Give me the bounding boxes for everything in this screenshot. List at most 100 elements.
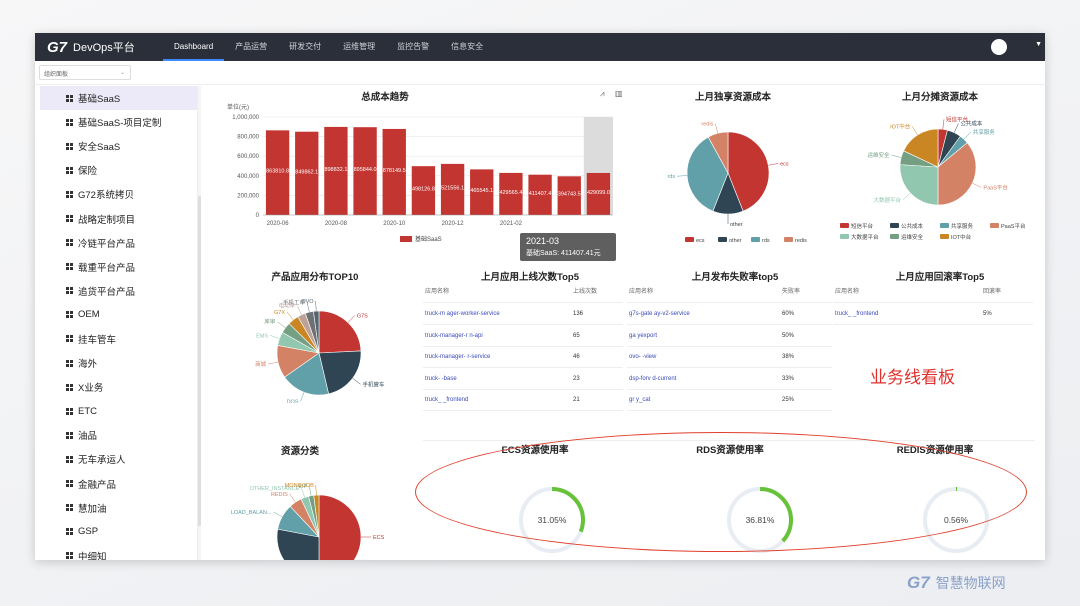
slice-label: IOT中台 <box>890 122 911 130</box>
legend-swatch <box>890 223 899 228</box>
sidebar-item[interactable]: GSP <box>40 520 197 544</box>
x-tick-label: 2020-10 <box>383 221 406 227</box>
sidebar-item[interactable]: 金融产品 <box>40 472 197 496</box>
sidebar-item[interactable]: OEM <box>40 303 197 327</box>
bar-data-label: 429099.0 <box>587 190 610 196</box>
sidebar-item[interactable]: 冷链平台产品 <box>40 231 197 255</box>
shared-cost-title: 上月分摊资源成本 <box>901 92 978 103</box>
cost-trend-chart: 单位(元) 0 200,000 400,000 600,000 800,000 1,000,… <box>227 103 613 227</box>
sidebar-item[interactable]: 战略定制项目 <box>40 206 197 230</box>
sidebar-item[interactable]: 油品 <box>40 423 197 447</box>
sidebar-item-label: 基础SaaS-项目定制 <box>78 118 162 130</box>
grid-icon <box>66 407 73 415</box>
nav-info-security[interactable]: 信息安全 <box>451 42 484 51</box>
app-name-link[interactable]: ovo- -view <box>629 354 657 360</box>
scrollbar-thumb[interactable] <box>198 196 201 526</box>
sidebar-item[interactable]: G72系统拷贝 <box>40 182 197 206</box>
sidebar-item[interactable]: 挂车管车 <box>40 327 197 351</box>
label-leader <box>270 335 280 339</box>
sidebar-item[interactable]: 追货平台产品 <box>40 279 197 303</box>
bar-data-label: 465545.1 <box>470 188 493 194</box>
sidebar-item[interactable]: X业务 <box>40 375 197 399</box>
sidebar-item-label: 无车承运人 <box>78 455 126 467</box>
chevron-down-icon[interactable]: ▼ <box>1035 41 1042 48</box>
app-name-link[interactable]: dsp-forv d-current <box>629 375 677 382</box>
table-row[interactable]: gr y_cat 25% <box>627 389 832 411</box>
sidebar-item[interactable]: ETC <box>40 399 197 423</box>
sidebar-item[interactable]: 无车承运人 <box>40 447 197 471</box>
sidebar-item[interactable]: 慧加油 <box>40 496 197 520</box>
app-name-link[interactable]: truck_ _frontend <box>425 397 469 403</box>
org-select[interactable]: 组织面板 ⌄ <box>39 65 131 80</box>
nav-dev-delivery[interactable]: 研发交付 <box>289 42 322 51</box>
sidebar-item[interactable]: 安全SaaS <box>40 134 197 158</box>
grid-icon <box>66 215 73 223</box>
label-leader <box>912 126 918 136</box>
legend-swatch <box>751 237 760 242</box>
app-name-link[interactable]: truck_ _frontend <box>835 311 879 317</box>
nav-monitor-alert[interactable]: 监控告警 <box>397 42 430 51</box>
pie-slice <box>903 128 939 168</box>
bar-data-label: 849862.1 <box>295 169 318 175</box>
legend-swatch <box>990 223 999 228</box>
table-row[interactable]: truck-manager-r n-api 65 <box>423 325 623 347</box>
label-leader <box>268 361 279 365</box>
app-name-link[interactable]: ga yexport <box>629 332 658 339</box>
table-row[interactable]: ga yexport 50% <box>627 325 832 347</box>
app-logo[interactable]: G7 DevOps平台 <box>35 39 163 56</box>
sidebar-item[interactable]: 基础SaaS-项目定制 <box>40 110 197 134</box>
app-name-link[interactable]: truck-manager- r-service <box>425 354 491 360</box>
table-row[interactable]: dsp-forv d-current 33% <box>627 368 832 390</box>
app-name-link[interactable]: g7s-gate ay-v2-service <box>629 311 690 317</box>
table-row[interactable]: truck-m ager-worker-service 136 <box>423 303 623 325</box>
cost-trend-legend[interactable]: 基础SaaS <box>400 234 442 243</box>
slice-label: EMS <box>256 333 268 339</box>
table-cell: 33% <box>782 375 795 382</box>
nav-product-ops[interactable]: 产品运营 <box>235 42 268 51</box>
legend-swatch <box>940 234 949 239</box>
table-row[interactable]: truck_ _frontend 21 <box>423 389 623 411</box>
nav-ops-manage[interactable]: 运维管理 <box>343 42 376 51</box>
sidebar-item-label: 战略定制项目 <box>78 214 136 226</box>
label-leader <box>902 192 911 201</box>
table-row[interactable]: g7s-gate ay-v2-service 60% <box>627 303 832 325</box>
bar-chart-icon[interactable]: ▥ <box>615 89 623 98</box>
bar-data-label: 898832.1 <box>324 167 347 173</box>
annotation-text: 业务线看板 <box>870 368 955 387</box>
grid-icon <box>66 142 73 150</box>
slice-label: other <box>730 222 743 228</box>
sidebar-item[interactable]: 载重平台产品 <box>40 255 197 279</box>
sidebar-scrollbar[interactable] <box>198 86 201 560</box>
sidebar-item-label: X业务 <box>78 383 104 395</box>
app-name-link[interactable]: truck-m ager-worker-service <box>425 311 500 317</box>
table-row[interactable]: truck- -base 23 <box>423 368 623 390</box>
slice-label: MONGODB <box>285 483 314 489</box>
sidebar-item[interactable]: 中细知 <box>40 544 197 560</box>
user-avatar[interactable] <box>991 39 1007 55</box>
bar <box>586 172 611 215</box>
header-cell: 回滚率 <box>983 289 1002 295</box>
bar <box>528 174 552 215</box>
slice-label: 电动车 <box>279 302 296 310</box>
slice-label: redis <box>701 122 713 128</box>
org-bar: 组织面板 ⌄ <box>35 61 1045 85</box>
nav-dashboard[interactable]: Dashboard <box>163 33 225 61</box>
sidebar-item[interactable]: 海外 <box>40 351 197 375</box>
app-name-link[interactable]: gr y_cat <box>629 397 651 403</box>
table-row[interactable]: ovo- -view 38% <box>627 346 832 368</box>
app-name-link[interactable]: truck-manager-r n-api <box>425 332 483 339</box>
app-name-link[interactable]: truck- -base <box>425 375 457 382</box>
sidebar-item-label: 油品 <box>78 431 98 443</box>
slice-label: 运维安全 <box>867 151 890 159</box>
sidebar-item[interactable]: 保险 <box>40 158 197 182</box>
table-row[interactable]: truck-manager- r-service 46 <box>423 346 623 368</box>
table-cell: 38% <box>782 354 795 360</box>
bar <box>411 166 436 215</box>
bar-data-label: 429565.4 <box>499 190 522 196</box>
sidebar-item[interactable]: 基础SaaS <box>40 86 197 111</box>
label-leader <box>297 305 302 315</box>
sidebar-item-label: 保险 <box>78 166 98 178</box>
table-row[interactable]: truck_ _frontend 5% <box>833 303 1033 325</box>
line-chart-icon[interactable]: ⩘ <box>600 89 605 98</box>
